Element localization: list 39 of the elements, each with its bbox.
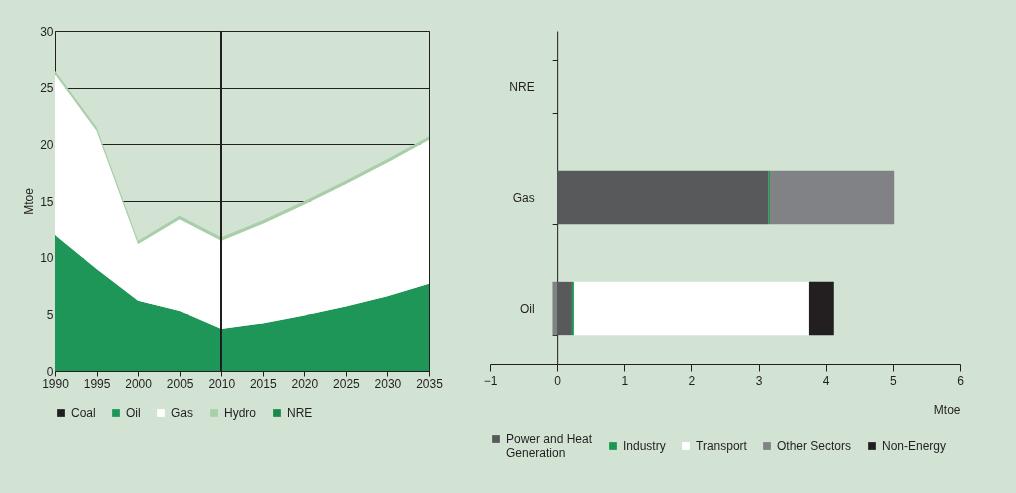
x-tick-label: 2: [688, 373, 696, 388]
x-tick-label: 2020: [291, 376, 319, 391]
y-tick-label: 10: [40, 251, 54, 266]
x-tick-label: −1: [483, 373, 498, 388]
x-tick-label: 2035: [416, 376, 444, 391]
legend-label: Industry: [623, 439, 666, 453]
legend-label: Hydro: [224, 406, 257, 420]
x-tick-label: 4: [822, 373, 830, 388]
legend-label: NRE: [287, 406, 313, 420]
x-tick-label: 2010: [208, 376, 236, 391]
x-axis-title: Mtoe: [933, 402, 961, 417]
legend-label: Other Sectors: [777, 439, 852, 453]
y-tick-label: 15: [40, 194, 54, 209]
y-tick-label: Gas: [512, 191, 535, 205]
x-tick-label: 6: [957, 373, 965, 388]
x-tick-label: 2025: [333, 376, 361, 391]
y-tick-label: Oil: [519, 302, 535, 316]
x-tick-label: 2030: [374, 376, 402, 391]
x-tick-label: 5: [890, 373, 898, 388]
x-tick-label: 2000: [125, 376, 153, 391]
y-tick-label: 20: [40, 137, 54, 152]
legend-label: Power and Heat Generation: [506, 432, 593, 460]
x-tick-label: 2005: [166, 376, 194, 391]
x-tick-label: 0: [554, 373, 562, 388]
x-tick-label: 1: [621, 373, 629, 388]
y-axis-title: Mtoe: [22, 187, 37, 215]
y-tick-label: 5: [46, 307, 54, 322]
x-tick-label: 2015: [249, 376, 277, 391]
x-tick-label: 1995: [83, 376, 111, 391]
legend-label: Non-Energy: [882, 439, 947, 453]
x-tick-label: 1990: [42, 376, 70, 391]
y-tick-label: 25: [40, 81, 54, 96]
legend-label: Gas: [171, 406, 194, 420]
legend-label: Transport: [696, 439, 748, 453]
legend-label: Oil: [126, 406, 141, 420]
legend-label: Coal: [71, 406, 96, 420]
x-tick-label: 3: [755, 373, 763, 388]
y-tick-label: 30: [40, 24, 54, 39]
y-tick-label: NRE: [509, 80, 535, 94]
